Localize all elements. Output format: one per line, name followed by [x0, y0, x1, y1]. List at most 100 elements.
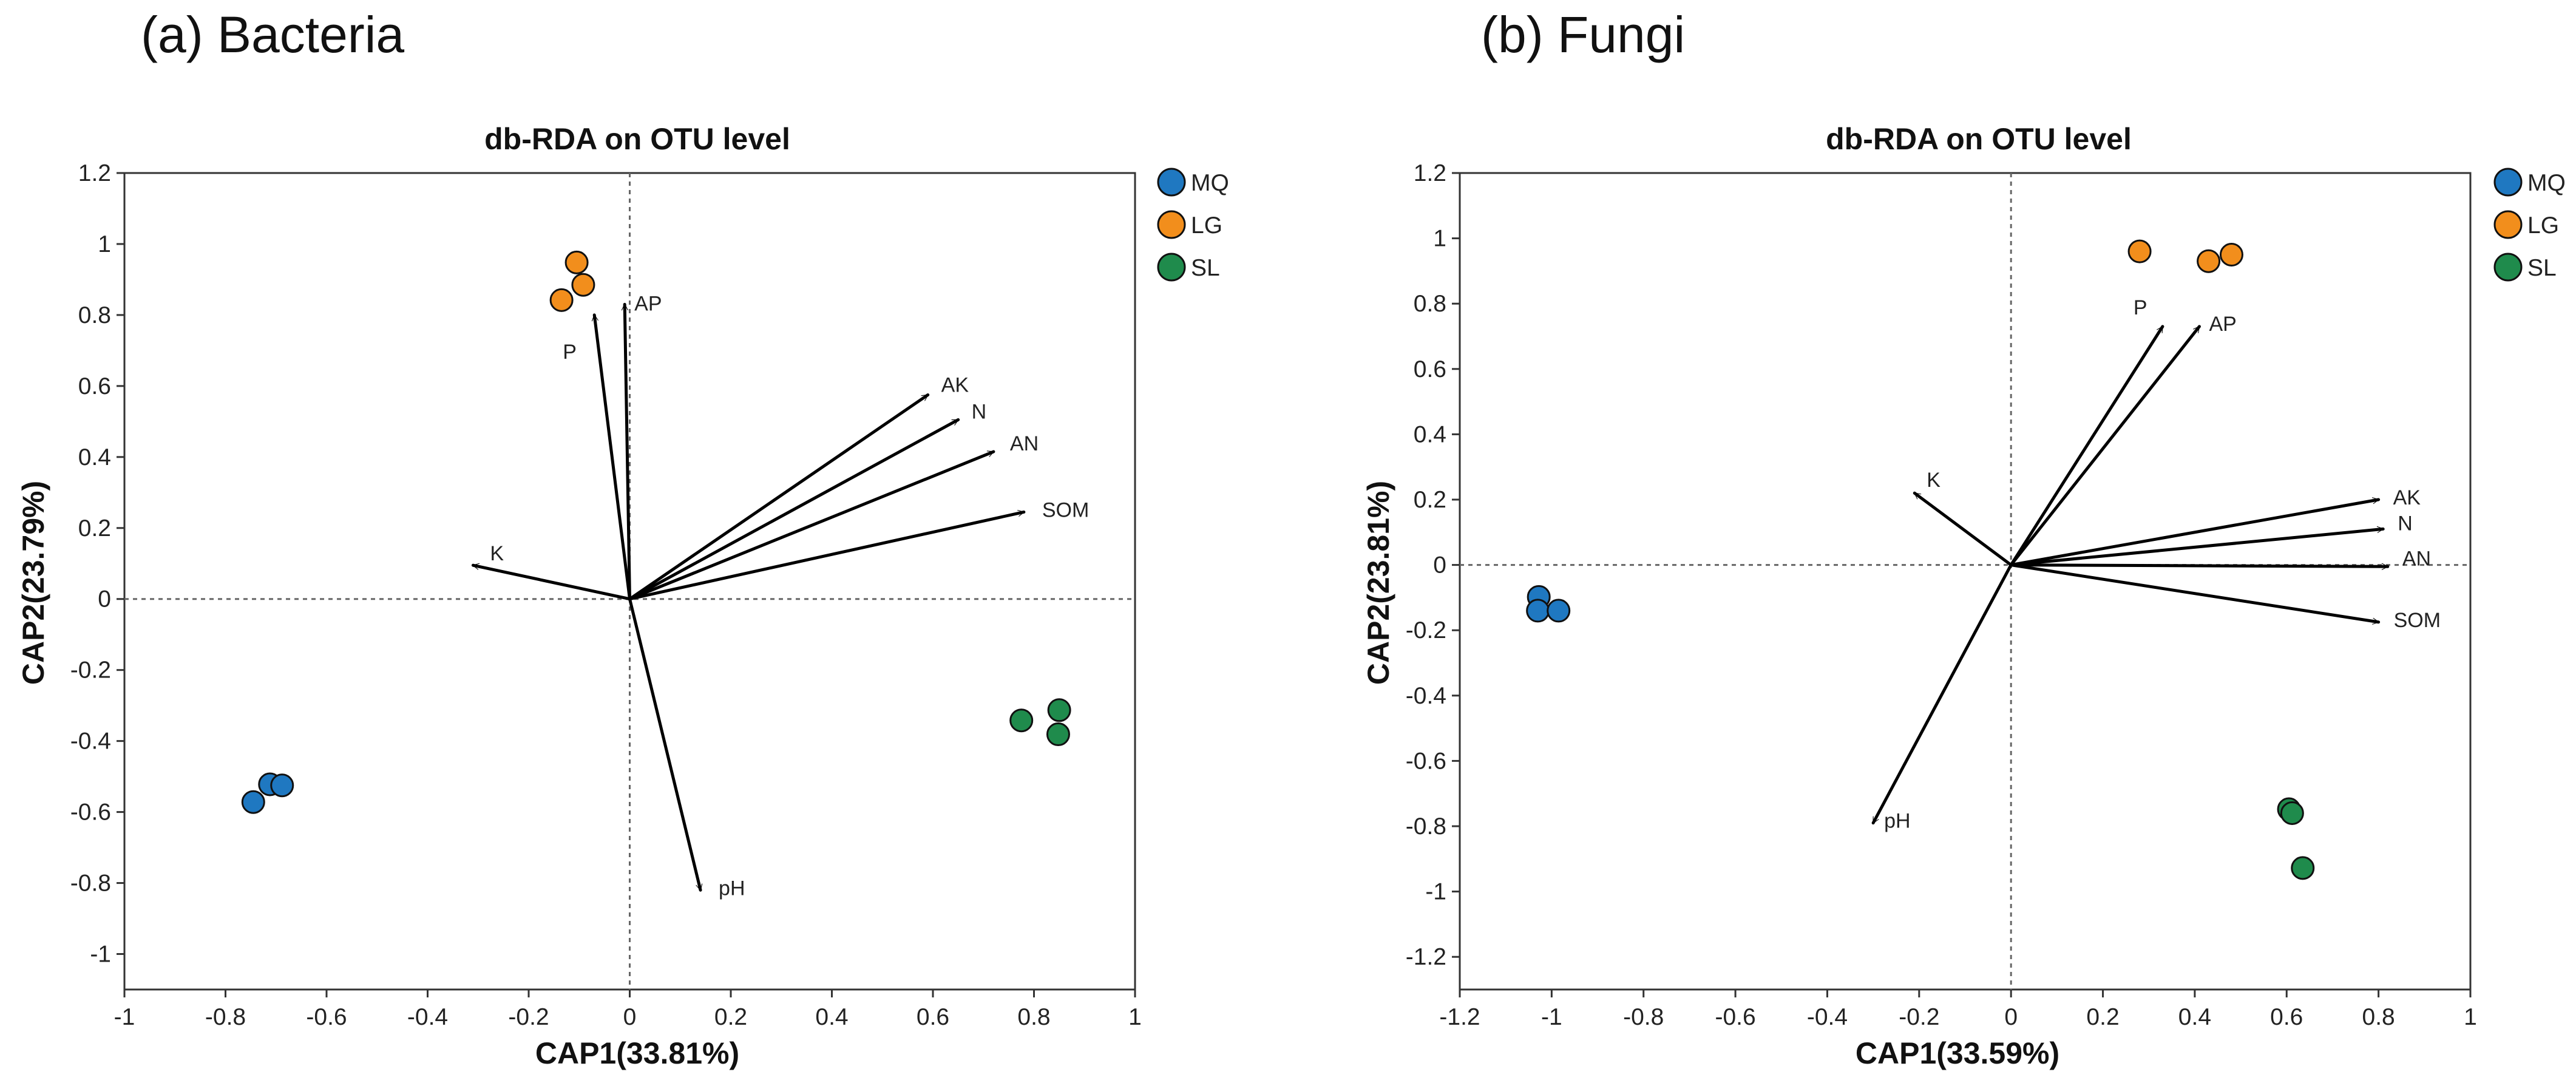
chart-a-x-tick-label: 1 [1128, 1004, 1142, 1030]
chart-a-y-tick-label: -0.6 [70, 800, 111, 826]
chart-a-x-tick-label: -0.6 [306, 1004, 347, 1030]
chart-b-legend-label-sl: SL [2527, 255, 2557, 281]
chart-a-vector-label-ap: AP [634, 292, 662, 315]
chart-b-legend: MQ LG SL [2493, 168, 2566, 282]
chart-b-legend-label-lg: LG [2527, 212, 2559, 239]
chart-b-y-tick-label: 0.6 [1414, 356, 1446, 382]
chart-a-x-tick-label: 0.6 [917, 1004, 949, 1030]
chart-b-x-tick-label: -0.4 [1807, 1004, 1848, 1030]
chart-a-legend-swatch-mq [1157, 168, 1186, 197]
chart-b-y-tick-label: -0.2 [1406, 617, 1446, 643]
chart-a-point-sl [1009, 708, 1034, 733]
chart-a-y-tick-label: 0.8 [78, 302, 111, 328]
panel-a-label: (a) Bacteria [141, 6, 404, 63]
chart-a-y-axis-title: CAP2(23.79%) [16, 481, 50, 685]
chart-b-y-tick-label: -0.8 [1406, 813, 1446, 840]
chart-b-vector-label-n: N [2398, 512, 2413, 535]
chart-a-x-tick-label: 0.8 [1017, 1004, 1050, 1030]
chart-b-legend-swatch-sl [2493, 253, 2523, 282]
chart-a-y-tick-label: 1.2 [78, 160, 111, 186]
chart-a-point-lg [571, 273, 595, 297]
chart-b-vector-an [2009, 563, 2390, 570]
panel-b-label: (b) Fungi [1481, 6, 1685, 63]
chart-a-x-axis-title: CAP1(33.81%) [535, 1036, 739, 1070]
chart-a-x-tick-label: -0.4 [407, 1004, 448, 1030]
chart-b-vector-p [2009, 325, 2164, 567]
chart-a-y-tick-label: -0.4 [70, 728, 111, 755]
chart-a-vector-label-ak: AK [941, 373, 969, 396]
panel-bacteria: (a) Bacteria db-RDA on OTU level CAP1(33… [16, 6, 1229, 1070]
chart-a-vector-n [628, 418, 960, 601]
chart-b-y-tick-label: 0.4 [1414, 421, 1446, 447]
chart-a-y-tick-label: -1 [90, 942, 111, 968]
chart-b-x-axis-title: CAP1(33.59%) [1856, 1036, 2059, 1070]
chart-b-legend-label-mq: MQ [2527, 170, 2566, 196]
chart-b-legend-swatch-mq [2493, 168, 2523, 197]
chart-b-point-mq [1526, 599, 1550, 623]
chart-a-point-mq [270, 773, 294, 798]
chart-b-y-tick-label: 0.2 [1414, 487, 1446, 513]
chart-b-vector-k [1913, 491, 2013, 567]
chart-a-x-tick-label: 0.4 [815, 1004, 848, 1030]
chart-a-vector-label-k: K [490, 542, 504, 565]
chart-b-title: db-RDA on OTU level [1826, 122, 2132, 156]
chart-a-x-tick-label: -0.2 [508, 1004, 549, 1030]
chart-a-legend-label-mq: MQ [1191, 170, 1229, 196]
chart-a-x-tick-label: 0.2 [714, 1004, 747, 1030]
chart-a-vectors: AP P AKN AN SOM KpH [471, 292, 1089, 900]
chart-b-x-tick-label: -0.6 [1715, 1004, 1755, 1030]
chart-b-x-tick-label: 0.4 [2178, 1004, 2211, 1030]
chart-a-point-lg [564, 250, 589, 274]
chart-a-y-tick-label: 1 [98, 231, 111, 257]
chart-a-y-axis: -1 -0.8 -0.6 -0.4 -0.2 0 0.2 0.4 0.6 0.8 1 1.2 [70, 160, 124, 968]
chart-b-x-tick-label: 0.6 [2270, 1004, 2303, 1030]
chart-a-vector-p [591, 313, 631, 601]
chart-b-y-axis: -1.2 -1 -0.8 -0.6 -0.4 -0.2 0 0.2 0.4 0.6 0.8 1 1.2 [1406, 160, 1460, 970]
chart-b-vector-label-som: SOM [2394, 609, 2441, 632]
chart-a-point-mq [241, 790, 265, 814]
chart-b-point-sl [2280, 801, 2304, 825]
chart-b-vector-label-ap: AP [2209, 313, 2236, 336]
chart-b-x-tick-label: -0.2 [1899, 1004, 1939, 1030]
chart-b-vector-ak [2009, 497, 2381, 567]
chart-b-vector-n [2009, 526, 2385, 567]
chart-b-y-tick-label: -1.2 [1406, 944, 1446, 970]
chart-b-x-tick-label: -1.2 [1439, 1004, 1480, 1030]
chart-b-y-tick-label: 1 [1433, 226, 1446, 252]
chart-a-vector-label-ph: pH [719, 877, 745, 900]
chart-a-point-sl [1047, 698, 1071, 722]
chart-b-legend-swatch-lg [2493, 210, 2523, 239]
chart-b-x-tick-label: 0 [2004, 1004, 2018, 1030]
chart-a-vector-label-som: SOM [1042, 498, 1089, 521]
chart-a-legend-swatch-sl [1157, 253, 1186, 282]
chart-b-y-axis-title: CAP2(23.81%) [1361, 481, 1395, 685]
chart-a-y-tick-label: -0.8 [70, 871, 111, 897]
chart-b-points [1526, 239, 2315, 880]
chart-b-vector-label-p: P [2134, 296, 2147, 319]
chart-b-vector-som [2009, 563, 2381, 625]
chart-b-point-mq [1547, 599, 1571, 623]
chart-a-vector-label-p: P [563, 341, 577, 364]
chart-a-legend-label-sl: SL [1191, 255, 1220, 281]
chart-b-x-tick-label: 0.8 [2362, 1004, 2395, 1030]
chart-b-x-tick-label: -0.8 [1623, 1004, 1664, 1030]
chart-b-y-tick-label: 0 [1433, 552, 1446, 579]
chart-a-y-tick-label: 0 [98, 586, 111, 613]
chart-a-x-axis: -1 -0.8 -0.6 -0.4 -0.2 0 0.2 0.4 0.6 0.8 1 [114, 990, 1142, 1030]
chart-a-x-tick-label: 0 [623, 1004, 637, 1030]
chart-b-y-tick-label: -0.4 [1406, 683, 1446, 709]
chart-a-vector-ph [628, 597, 703, 892]
chart-a-vector-som [628, 510, 1026, 601]
chart-a-legend-swatch-lg [1157, 210, 1186, 239]
chart-b-y-tick-label: 1.2 [1414, 160, 1446, 186]
chart-b-point-sl [2291, 856, 2315, 880]
chart-a-vector-label-n: N [972, 400, 987, 423]
chart-a-legend-label-lg: LG [1191, 212, 1222, 239]
chart-a-vector-ap [621, 302, 631, 601]
chart-b-zero-lines [1460, 173, 2470, 990]
chart-a-x-tick-label: -1 [114, 1004, 135, 1030]
chart-a-vector-k [471, 563, 631, 601]
chart-b-x-tick-label: 0.2 [2086, 1004, 2119, 1030]
chart-a-y-tick-label: 0.4 [78, 444, 111, 470]
